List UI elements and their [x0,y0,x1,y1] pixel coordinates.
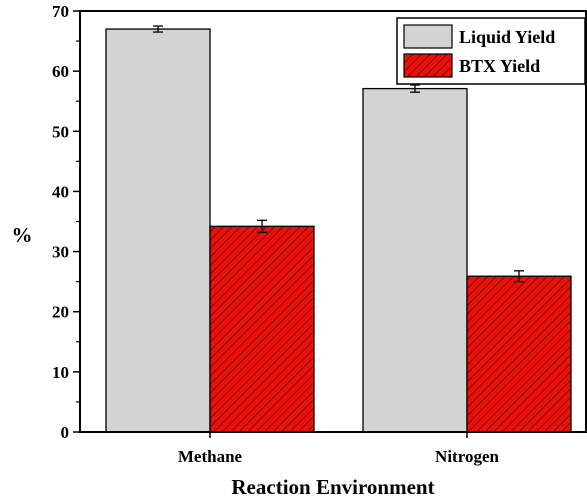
y-tick-label: 40 [52,182,69,201]
x-axis-label: Reaction Environment [231,475,434,499]
error-bar-liquid-yield-nitrogen [410,84,420,93]
legend-swatch-liquid-yield [403,24,453,49]
x-tick-label-nitrogen: Nitrogen [435,447,499,466]
x-tick-label-methane: Methane [178,447,243,466]
bar-liquid-yield-methane [105,28,211,433]
legend: Liquid Yield BTX Yield [396,17,586,85]
bar-btx-yield-nitrogen [466,275,572,433]
error-bar-btx-yield-methane [257,219,267,233]
error-bar-liquid-yield-methane [153,25,163,33]
y-tick-label: 10 [52,363,69,382]
bar-liquid-yield-nitrogen [362,87,468,433]
legend-label-btx-yield: BTX Yield [459,56,540,76]
y-tick-label: 30 [52,243,69,262]
bar-btx-yield-methane [209,225,315,433]
y-tick-label: 60 [52,62,69,81]
legend-label-liquid-yield: Liquid Yield [459,27,555,47]
y-tick-label: 50 [52,122,69,141]
y-axis-label: % [12,223,33,247]
legend-swatch-btx-yield [403,53,453,78]
y-tick-label: 20 [52,303,69,322]
y-tick-label: 0 [61,423,70,442]
error-bar-btx-yield-nitrogen [514,270,524,283]
y-tick-label: 70 [52,2,69,21]
